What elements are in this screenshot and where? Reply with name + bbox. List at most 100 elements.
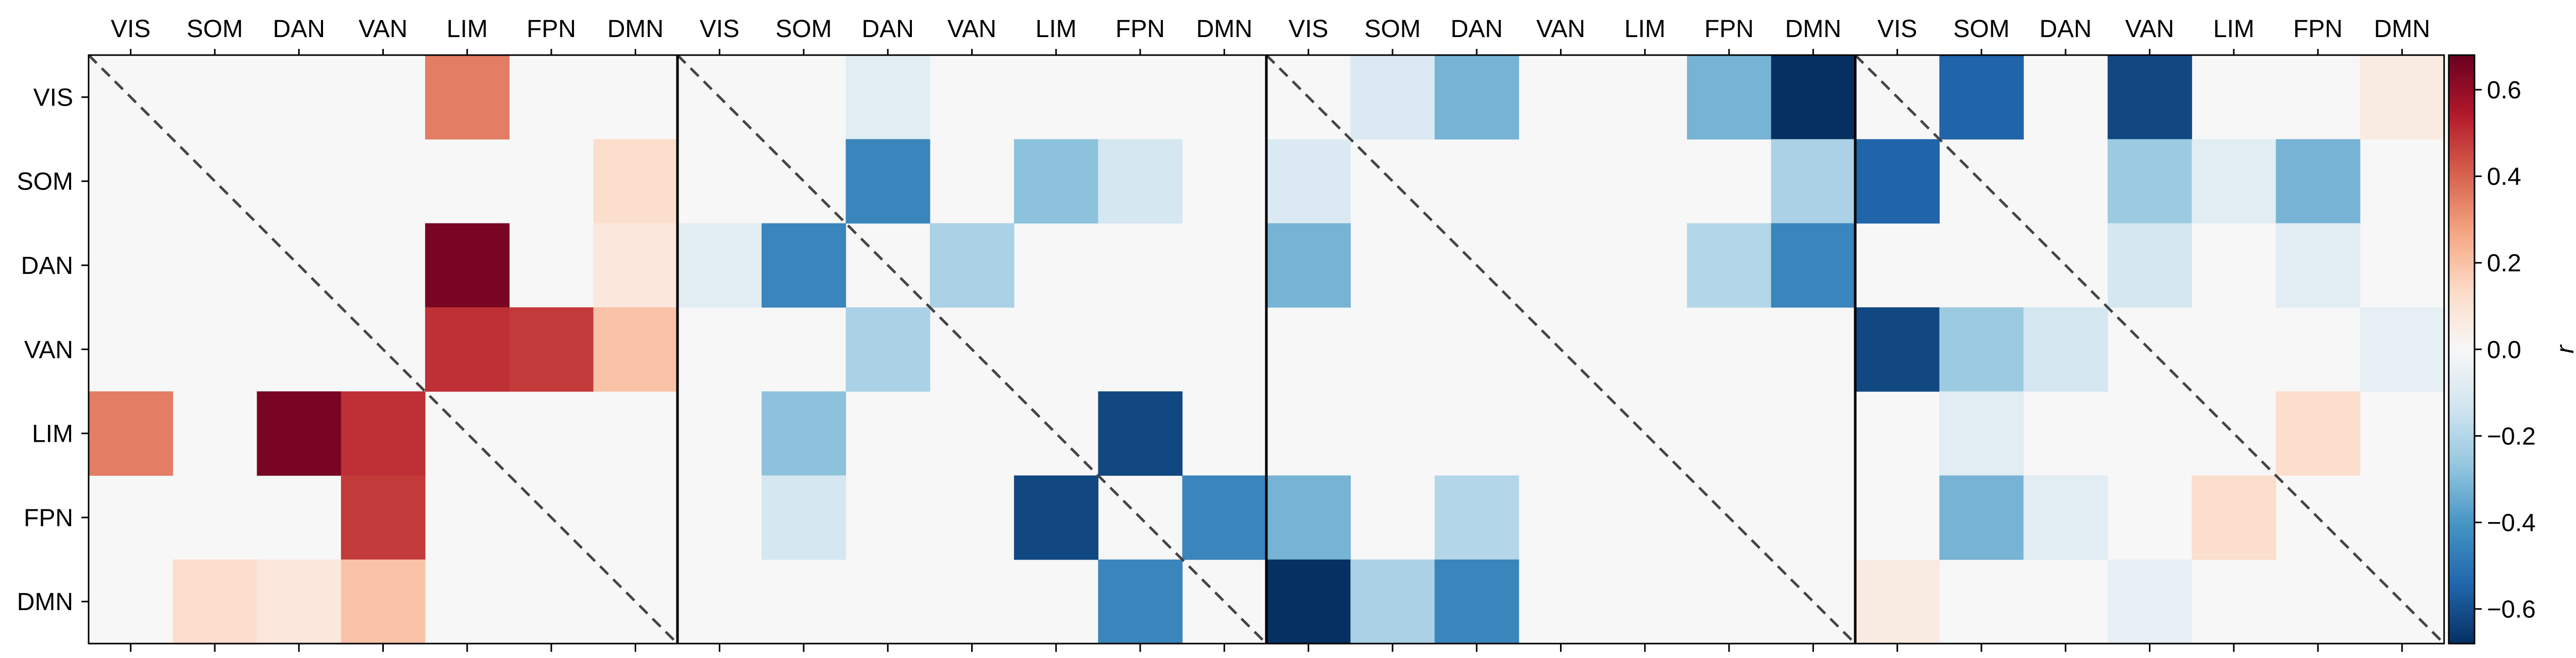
y-tick-label-VAN: VAN: [24, 336, 73, 363]
cell-p3-DMN-DAN: [1434, 559, 1519, 644]
x-tick-label-p2-DMN: DMN: [1196, 15, 1252, 43]
colorbar-tick-label: 0.2: [2487, 250, 2521, 277]
cell-p4-SOM-LIM: [2192, 139, 2277, 224]
x-tick-label-p1-LIM: LIM: [447, 15, 488, 43]
cell-p3-FPN-DAN: [1434, 475, 1519, 560]
colorbar-tick-label: −0.4: [2487, 509, 2536, 536]
cell-p1-VIS-LIM: [425, 55, 510, 140]
y-tick-label-DMN: DMN: [17, 588, 73, 616]
cell-p4-FPN-LIM: [2192, 475, 2277, 560]
cell-p3-DAN-VIS: [1266, 223, 1351, 308]
cell-p2-FPN-DMN: [1182, 475, 1267, 560]
x-tick-label-p1-VAN: VAN: [359, 15, 408, 43]
colorbar-tick-label: 0.0: [2487, 336, 2521, 363]
cell-p3-DAN-FPN: [1687, 223, 1772, 308]
cell-p1-DAN-LIM: [425, 223, 510, 308]
cell-p4-VAN-VIS: [1855, 307, 1940, 392]
cell-p4-SOM-VIS: [1855, 139, 1940, 224]
colorbar: 0.6 0.4 0.2 0.0 −0.2 −0.4 −0.6 r: [2448, 54, 2576, 645]
x-tick-label-p4-DAN: DAN: [2040, 15, 2092, 43]
x-tick-label-p4-VAN: VAN: [2125, 15, 2174, 43]
cell-p2-DAN-SOM: [761, 223, 846, 308]
diagonal-lines: [88, 54, 2445, 645]
x-tick-label-p2-VAN: VAN: [947, 15, 996, 43]
cell-p4-FPN-SOM: [1939, 475, 2024, 560]
cell-p4-VAN-DAN: [2023, 307, 2108, 392]
cell-p1-VAN-LIM: [425, 307, 510, 392]
cell-p1-DMN-SOM: [173, 559, 258, 644]
x-tick-label-p1-FPN: FPN: [527, 15, 576, 43]
cell-p1-LIM-VIS: [89, 391, 173, 476]
cell-p1-SOM-DMN: [593, 139, 678, 224]
x-tick-label-p1-VIS: VIS: [111, 15, 150, 43]
cell-p2-LIM-FPN: [1098, 391, 1183, 476]
x-tick-label-p1-SOM: SOM: [187, 15, 243, 43]
x-tick-label-p1-DMN: DMN: [607, 15, 664, 43]
y-tick-label-VIS: VIS: [33, 84, 73, 111]
panel-2-diagonal: [676, 54, 1267, 645]
x-tick-label-p2-FPN: FPN: [1115, 15, 1165, 43]
x-tick-label-p2-LIM: LIM: [1036, 15, 1077, 43]
cell-p3-DMN-VIS: [1266, 559, 1351, 644]
cell-p3-FPN-VIS: [1266, 475, 1351, 560]
cell-p4-DMN-VAN: [2107, 559, 2192, 644]
cell-p2-VIS-DAN: [845, 55, 930, 140]
x-tick-label-p2-SOM: SOM: [775, 15, 832, 43]
cell-p1-LIM-DAN: [257, 391, 342, 476]
cell-p1-VAN-FPN: [509, 307, 594, 392]
x-tick-label-p3-LIM: LIM: [1624, 15, 1666, 43]
cell-p4-DAN-VAN: [2107, 223, 2192, 308]
cell-p4-VAN-SOM: [1939, 307, 2024, 392]
cell-p4-LIM-FPN: [2276, 391, 2361, 476]
cell-p3-DAN-DMN: [1771, 223, 1856, 308]
cell-p2-SOM-FPN: [1098, 139, 1183, 224]
cell-p1-DMN-DAN: [257, 559, 342, 644]
cell-p4-VAN-DMN: [2360, 307, 2445, 392]
cell-p1-LIM-VAN: [341, 391, 426, 476]
cell-p2-VAN-DAN: [845, 307, 930, 392]
y-tick-label-SOM: SOM: [17, 168, 73, 196]
cell-p2-SOM-LIM: [1014, 139, 1099, 224]
x-tick-label-p4-VIS: VIS: [1877, 15, 1917, 43]
cell-p3-SOM-VIS: [1266, 139, 1351, 224]
cell-p3-VIS-DAN: [1434, 55, 1519, 140]
cell-p2-DMN-FPN: [1098, 559, 1183, 644]
x-tick-label-p3-VIS: VIS: [1289, 15, 1328, 43]
cell-p3-VIS-DMN: [1771, 55, 1856, 140]
colorbar-tick-label: 0.4: [2487, 163, 2521, 191]
cell-p1-DAN-DMN: [593, 223, 678, 308]
panel-4-diagonal: [1854, 54, 2445, 645]
y-tick-label-FPN: FPN: [24, 505, 73, 532]
cell-p2-SOM-DAN: [845, 139, 930, 224]
cell-p4-LIM-SOM: [1939, 391, 2024, 476]
cell-p3-VIS-SOM: [1350, 55, 1435, 140]
cell-p2-FPN-LIM: [1014, 475, 1099, 560]
colorbar-ticks: 0.6 0.4 0.2 0.0 −0.2 −0.4 −0.6: [2475, 77, 2536, 624]
cell-p2-LIM-SOM: [761, 391, 846, 476]
cell-p4-VIS-SOM: [1939, 55, 2024, 140]
colorbar-tick-label: −0.2: [2487, 423, 2536, 450]
y-tick-label-LIM: LIM: [32, 421, 73, 448]
cell-p2-FPN-SOM: [761, 475, 846, 560]
x-tick-label-p3-DMN: DMN: [1785, 15, 1841, 43]
cell-p4-VIS-DMN: [2360, 55, 2445, 140]
cell-p4-VIS-VAN: [2107, 55, 2192, 140]
x-tick-label-p3-FPN: FPN: [1704, 15, 1754, 43]
x-tick-label-p4-DMN: DMN: [2374, 15, 2430, 43]
cell-p1-FPN-VAN: [341, 475, 426, 560]
y-tick-label-DAN: DAN: [21, 252, 73, 280]
cell-p1-VAN-DMN: [593, 307, 678, 392]
panel-3-diagonal: [1265, 54, 1856, 645]
cell-p4-SOM-VAN: [2107, 139, 2192, 224]
x-tick-label-p3-VAN: VAN: [1536, 15, 1585, 43]
cell-p4-DMN-VIS: [1855, 559, 1940, 644]
cell-p3-VIS-FPN: [1687, 55, 1772, 140]
cell-p3-DMN-SOM: [1350, 559, 1435, 644]
x-tick-label-p1-DAN: DAN: [273, 15, 325, 43]
cell-p3-SOM-DMN: [1771, 139, 1856, 224]
x-tick-label-p4-FPN: FPN: [2293, 15, 2343, 43]
y-tick-labels: VIS SOM DAN VAN LIM FPN DMN: [17, 84, 89, 616]
x-tick-label-p2-VIS: VIS: [700, 15, 739, 43]
colorbar-tick-label: −0.6: [2487, 596, 2536, 624]
